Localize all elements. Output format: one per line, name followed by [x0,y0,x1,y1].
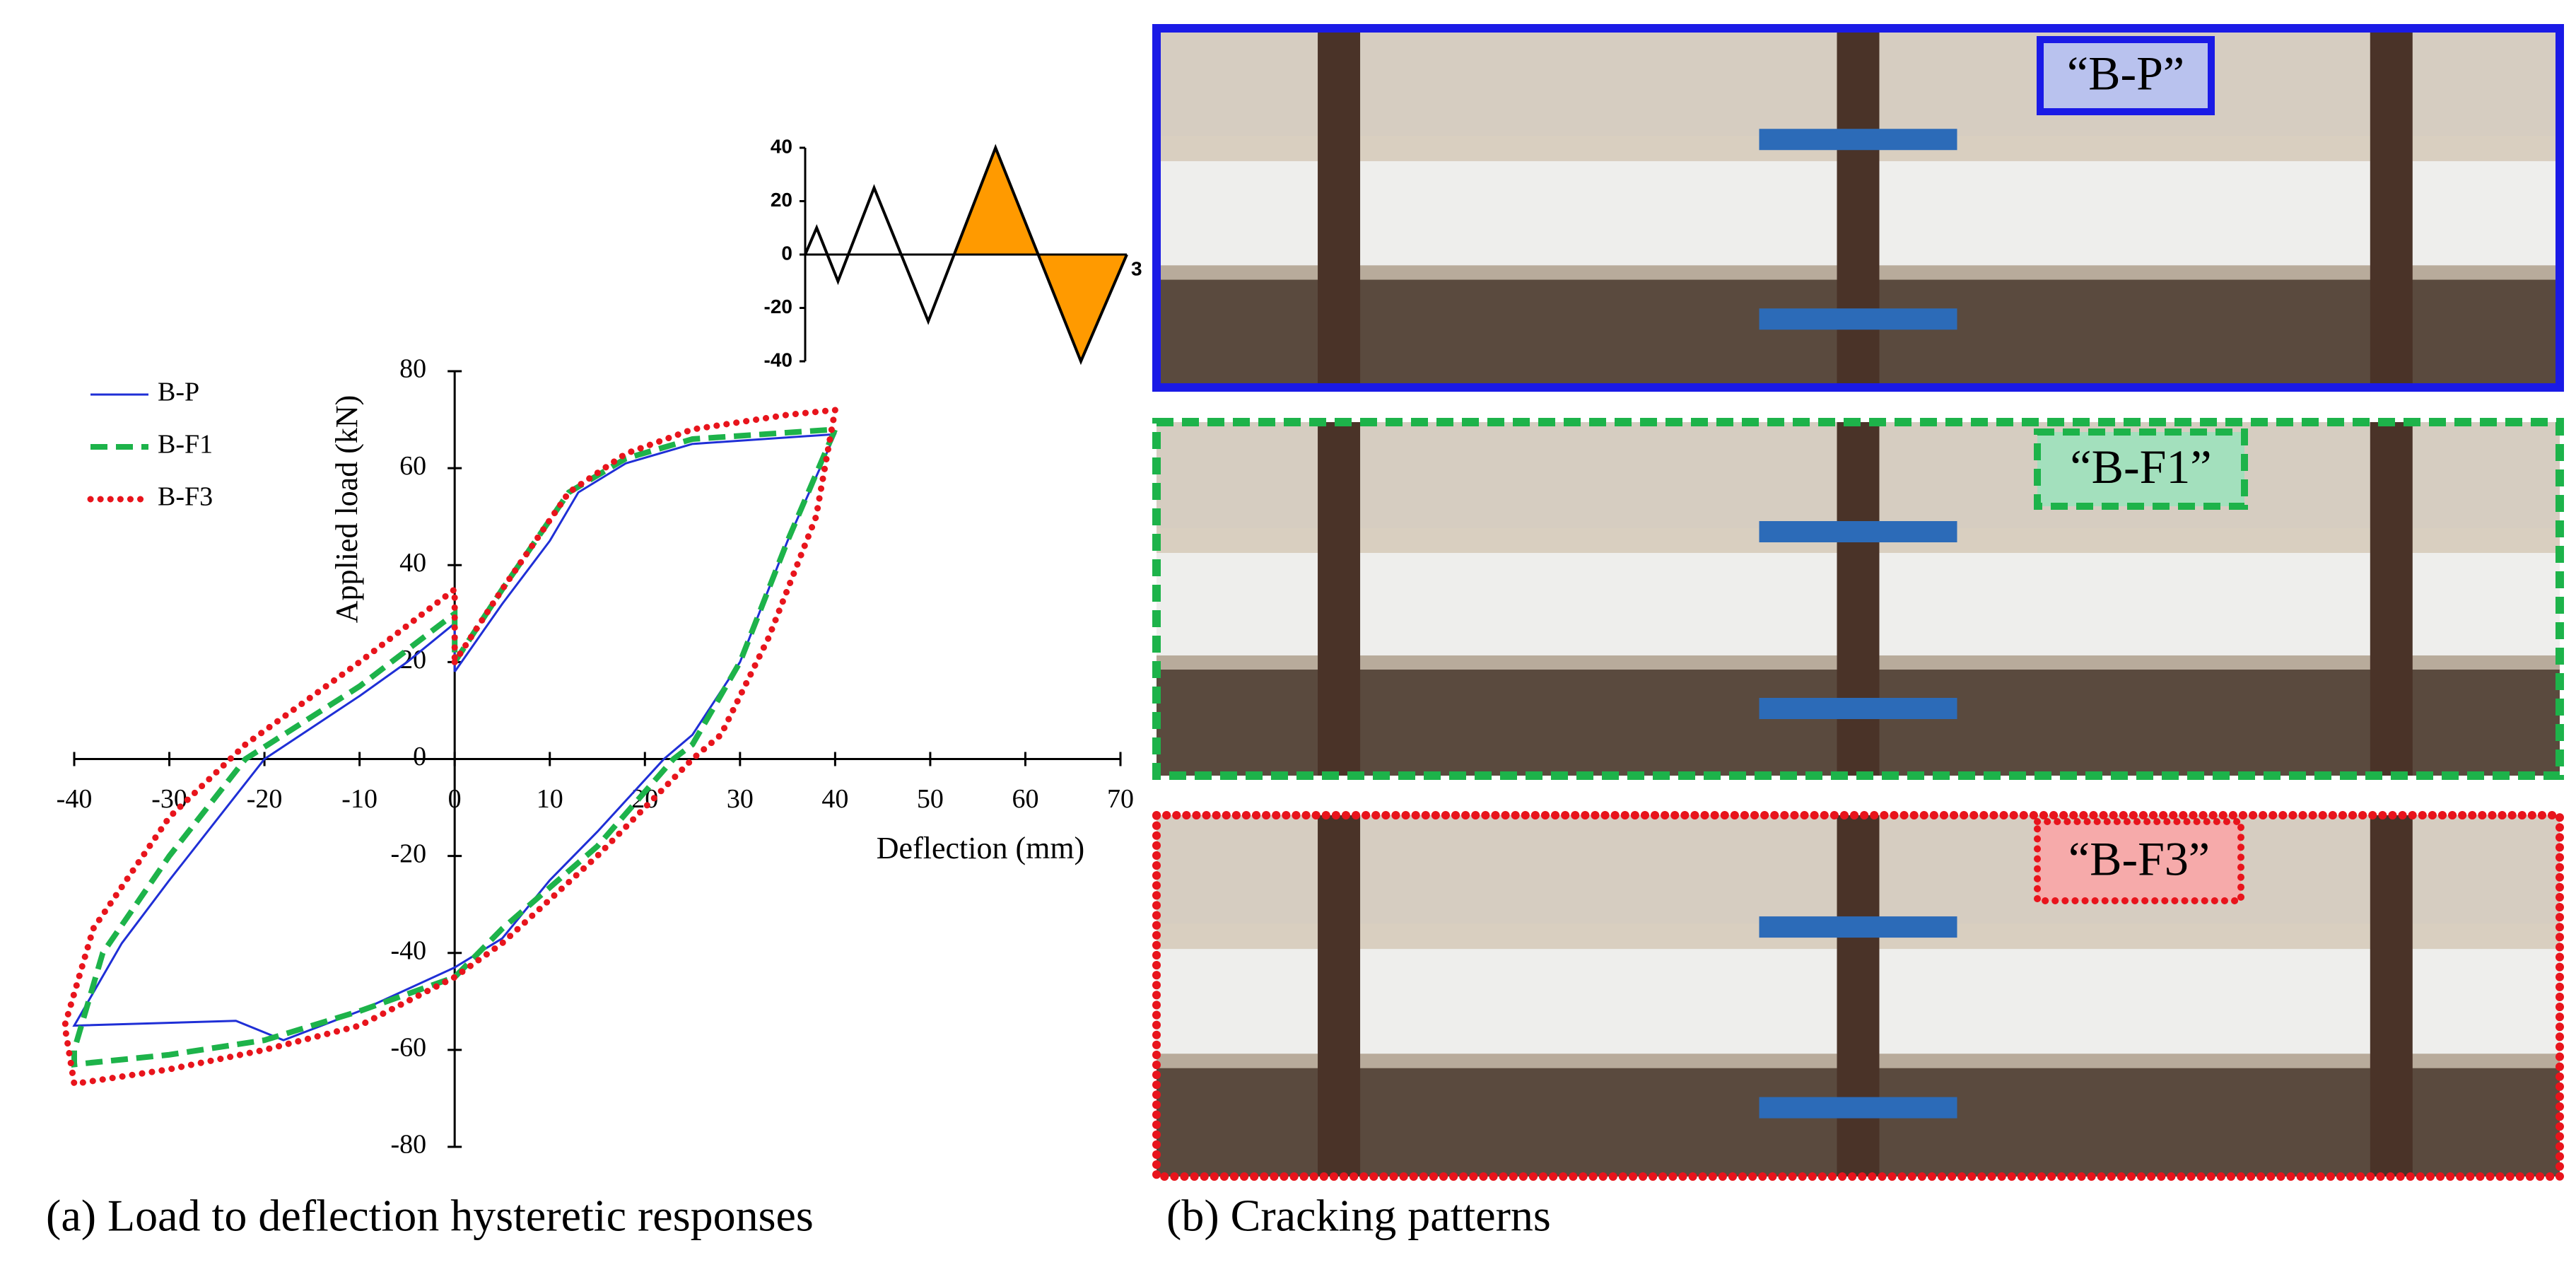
inset-y-tick-label: 40 [771,135,792,157]
support [2370,422,2413,776]
load-plate [1759,129,1957,151]
load-plate [1759,916,1957,938]
series-line [71,426,840,1068]
panel-label-box [2034,818,2244,904]
annotation: 3 [1131,257,1142,279]
inset-y-tick-label: -40 [764,349,792,370]
protocol-line [804,144,1128,366]
panel-frame [1152,811,2564,1181]
load-plate [1759,698,1957,719]
x-tick-label: -20 [247,784,283,814]
x-axis-label: Deflection (mm) [877,831,1084,865]
x-tick-label: 40 [821,784,848,814]
y-tick-label: -80 [391,1130,427,1160]
x-tick-label: 10 [537,784,563,814]
series-line [61,406,839,1087]
inset-y-tick-label: 0 [781,242,792,264]
legend-label: B-F3 [158,482,213,512]
y-tick-label: -20 [391,839,427,868]
inset-y-tick-label: 20 [771,189,792,211]
caption: (a) Load to deflection hysteretic respon… [46,1191,814,1241]
panel-label: “B-F1” [2070,440,2211,494]
x-tick-label: 0 [448,784,462,814]
panel-frame [1152,24,2564,392]
y-tick-label: 60 [399,451,426,481]
y-tick-label: 0 [413,742,426,771]
x-tick-label: 50 [917,784,944,814]
support [1837,815,1880,1177]
load-plate [1759,521,1957,542]
y-tick-label: -60 [391,1033,427,1063]
x-tick-label: -10 [341,784,377,814]
series-line [72,433,837,1041]
panel-frame [1152,418,2564,780]
panel-label: “B-F3” [2068,832,2210,886]
support [2370,28,2413,387]
support [1837,28,1880,387]
support [1318,422,1361,776]
x-tick-label: 60 [1012,784,1038,814]
support [2370,815,2413,1177]
load-plate [1759,1097,1957,1119]
x-tick-label: 70 [1107,784,1134,814]
y-tick-label: -40 [391,935,427,965]
y-axis-label: Applied load (kN) [329,395,364,624]
support [1837,422,1880,776]
x-tick-label: 30 [727,784,754,814]
y-tick-label: 80 [399,354,426,384]
y-tick-label: 40 [399,548,426,578]
caption: (b) Cracking patterns [1166,1191,1551,1241]
legend-label: B-P [158,378,199,407]
load-plate [1759,308,1957,330]
support [1318,815,1361,1177]
x-tick-label: -40 [57,784,93,814]
panel-label-box [2037,36,2215,115]
panel-label-box [2034,428,2248,510]
legend-label: B-F1 [158,430,213,460]
panel-label: “B-P” [2067,47,2184,100]
x-tick-label: -30 [151,784,187,814]
inset-y-tick-label: -20 [764,296,792,317]
support [1318,28,1361,387]
